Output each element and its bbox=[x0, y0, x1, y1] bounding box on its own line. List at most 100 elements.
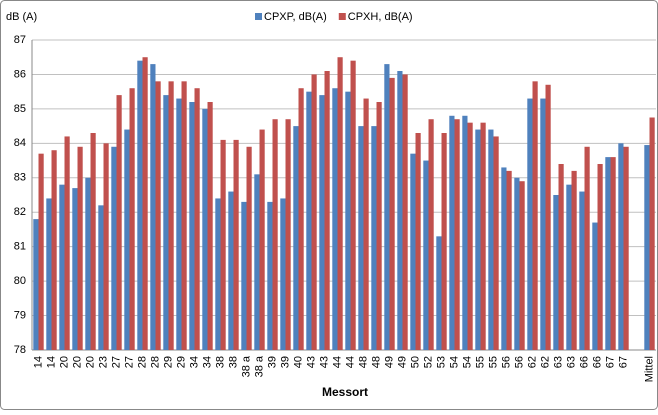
x-tick-label: 23 bbox=[97, 356, 109, 368]
bar bbox=[272, 119, 278, 350]
x-tick-label: 55 bbox=[487, 356, 499, 368]
x-tick-label: 63 bbox=[565, 356, 577, 368]
x-tick-label: 29 bbox=[162, 356, 174, 368]
bar bbox=[506, 170, 512, 350]
x-tick-label: 28 bbox=[136, 356, 148, 368]
y-tick-label: 84 bbox=[14, 137, 26, 149]
bar bbox=[436, 236, 442, 350]
x-tick-label: 62 bbox=[539, 356, 551, 368]
bar bbox=[233, 139, 239, 350]
bar bbox=[142, 57, 148, 350]
bar bbox=[584, 146, 590, 350]
x-tick-label: Mittel bbox=[643, 356, 655, 382]
x-tick-label: 40 bbox=[292, 356, 304, 368]
bar bbox=[519, 181, 525, 350]
bar bbox=[358, 126, 364, 350]
bar bbox=[545, 84, 551, 351]
bar bbox=[449, 115, 455, 351]
x-tick-label: 49 bbox=[396, 356, 408, 368]
x-tick-label: 28 bbox=[149, 356, 161, 368]
x-tick-label: 67 bbox=[604, 356, 616, 368]
x-tick-label: 63 bbox=[552, 356, 564, 368]
bar bbox=[111, 146, 117, 350]
bar bbox=[137, 60, 143, 351]
bar bbox=[181, 81, 187, 350]
bar bbox=[46, 198, 52, 350]
bar bbox=[85, 177, 91, 350]
bar bbox=[150, 64, 156, 350]
bar bbox=[129, 88, 135, 350]
bar bbox=[285, 119, 291, 350]
bar bbox=[77, 146, 83, 350]
y-tick-label: 80 bbox=[14, 275, 26, 287]
legend-swatch bbox=[338, 13, 346, 20]
bar bbox=[155, 81, 161, 350]
bar bbox=[540, 98, 546, 350]
y-tick-label: 82 bbox=[14, 206, 26, 218]
bar bbox=[59, 184, 65, 350]
bar bbox=[72, 188, 78, 350]
bar bbox=[389, 77, 395, 350]
bar bbox=[38, 153, 44, 350]
bar bbox=[215, 198, 221, 350]
bar bbox=[610, 157, 616, 350]
bar bbox=[311, 74, 317, 350]
bar bbox=[306, 91, 312, 351]
x-tick-label: 44 bbox=[331, 356, 343, 368]
y-tick-label: 86 bbox=[14, 68, 26, 80]
x-tick-label: 48 bbox=[357, 356, 369, 368]
y-tick-label: 78 bbox=[14, 344, 26, 356]
x-tick-label: 34 bbox=[201, 356, 213, 368]
x-tick-label: 34 bbox=[188, 356, 200, 368]
bar bbox=[605, 157, 611, 350]
x-tick-label: 20 bbox=[58, 356, 70, 368]
bar bbox=[350, 60, 356, 351]
bar bbox=[376, 102, 382, 350]
bar bbox=[566, 184, 572, 350]
x-tick-label: 27 bbox=[110, 356, 122, 368]
x-tick-label: 38 a bbox=[240, 355, 252, 377]
x-tick-label: 66 bbox=[591, 356, 603, 368]
bar bbox=[363, 98, 369, 350]
bar bbox=[254, 174, 260, 350]
bar bbox=[324, 71, 330, 350]
bar bbox=[298, 88, 304, 350]
x-tick-label: 54 bbox=[461, 356, 473, 368]
bar bbox=[514, 177, 520, 350]
bar bbox=[384, 64, 390, 350]
bar bbox=[441, 133, 447, 350]
bar bbox=[423, 160, 429, 350]
x-tick-label: 48 bbox=[370, 356, 382, 368]
bar bbox=[618, 143, 624, 350]
bar bbox=[454, 119, 460, 350]
bar bbox=[332, 88, 338, 350]
x-tick-label: 55 bbox=[474, 356, 486, 368]
bar bbox=[397, 71, 403, 350]
x-tick-label: 38 bbox=[227, 356, 239, 368]
bar bbox=[116, 95, 122, 350]
x-tick-label: 38 a bbox=[253, 355, 265, 377]
x-tick-label: 20 bbox=[84, 356, 96, 368]
x-tick-label: 39 bbox=[266, 356, 278, 368]
x-tick-label: 54 bbox=[448, 356, 460, 368]
x-axis-label: Messort bbox=[322, 385, 368, 399]
bar bbox=[402, 74, 408, 350]
x-tick-label: 39 bbox=[279, 356, 291, 368]
x-tick-label: 62 bbox=[526, 356, 538, 368]
bar bbox=[33, 219, 39, 350]
x-tick-label: 49 bbox=[383, 356, 395, 368]
bar bbox=[124, 129, 130, 350]
bar bbox=[410, 153, 416, 350]
bar bbox=[623, 146, 629, 350]
x-tick-label: 29 bbox=[175, 356, 187, 368]
bar bbox=[280, 198, 286, 350]
y-axis-label: dB (A) bbox=[6, 11, 37, 23]
bar bbox=[644, 145, 650, 350]
bar bbox=[480, 122, 486, 351]
x-tick-label: 14 bbox=[32, 356, 44, 368]
legend-label: CPXP, dB(A) bbox=[264, 11, 327, 23]
bar bbox=[597, 164, 603, 350]
x-tick-label: 43 bbox=[305, 356, 317, 368]
y-tick-label: 79 bbox=[14, 309, 26, 321]
